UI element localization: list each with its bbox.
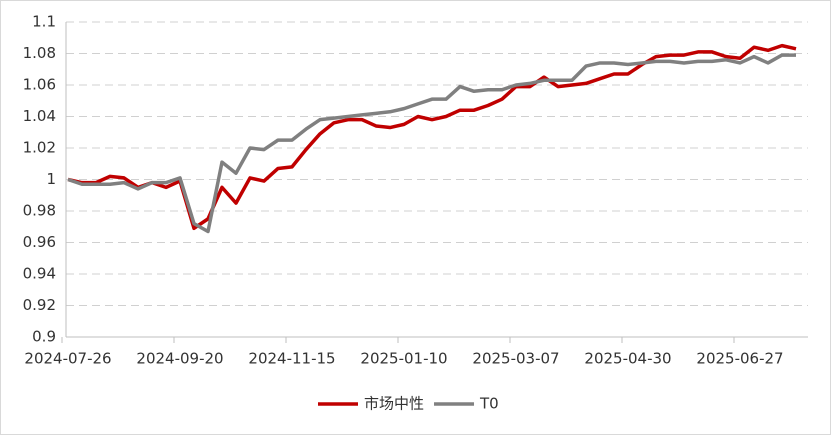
x-tick-label: 2024-07-26 [24, 350, 111, 368]
x-tick-label: 2024-09-20 [136, 350, 223, 368]
y-tick-label: 0.92 [23, 296, 56, 314]
y-tick-label: 0.94 [23, 265, 56, 283]
x-tick-label: 2025-03-07 [472, 350, 559, 368]
x-tick-label: 2025-04-30 [584, 350, 671, 368]
legend-label: 市场中性 [364, 395, 424, 413]
y-tick-label: 1.02 [23, 139, 56, 157]
y-tick-label: 0.98 [23, 202, 56, 220]
x-tick-label: 2025-01-10 [360, 350, 447, 368]
y-tick-label: 1.04 [23, 107, 56, 125]
y-tick-label: 1.06 [23, 76, 56, 94]
x-tick-label: 2024-11-15 [248, 350, 335, 368]
x-tick-label: 2025-06-27 [696, 350, 783, 368]
y-tick-label: 1.08 [23, 44, 56, 62]
y-tick-label: 0.9 [32, 328, 56, 346]
y-tick-label: 1.1 [32, 13, 56, 31]
y-tick-label: 0.96 [23, 233, 56, 251]
series-line [67, 53, 796, 234]
legend-label: T0 [479, 395, 499, 413]
y-tick-label: 1 [46, 170, 56, 188]
